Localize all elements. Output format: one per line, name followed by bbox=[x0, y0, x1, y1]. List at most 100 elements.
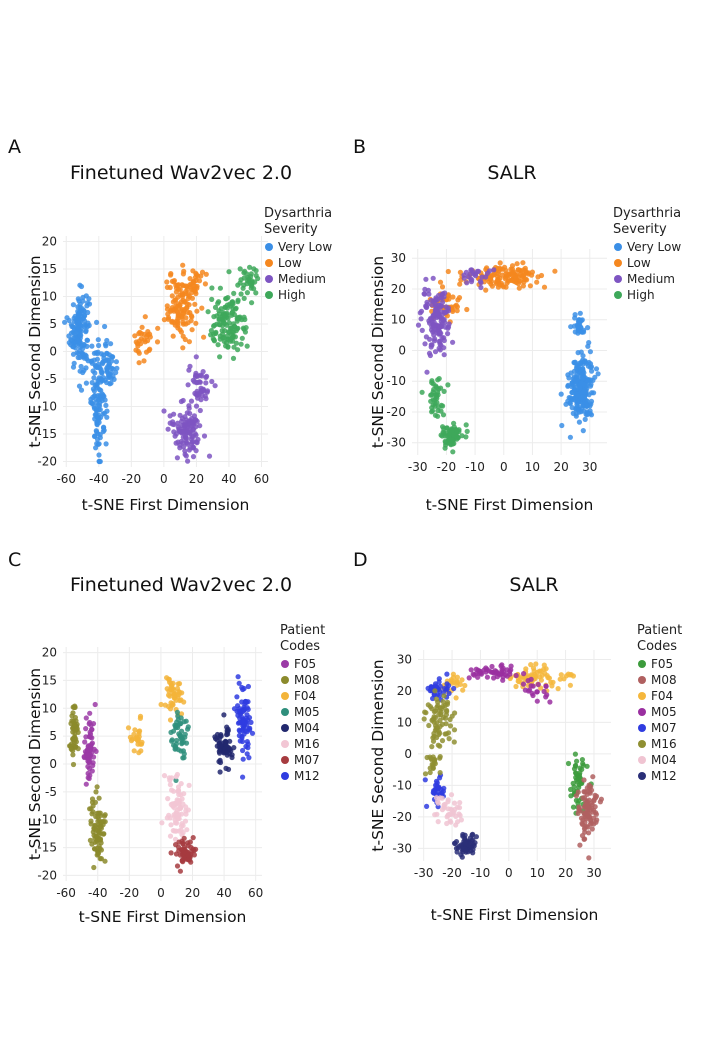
scatter-point bbox=[173, 303, 179, 309]
scatter-point bbox=[462, 682, 468, 689]
scatter-point bbox=[598, 796, 605, 802]
legend-label: F04 bbox=[651, 689, 673, 703]
scatter-point bbox=[95, 378, 101, 384]
scatter-point bbox=[241, 295, 247, 301]
scatter-point bbox=[186, 782, 192, 789]
legend-label: Very Low bbox=[278, 240, 332, 254]
scatter-point bbox=[442, 445, 448, 451]
x-tick-label: 30 bbox=[582, 460, 597, 474]
scatter-point bbox=[432, 812, 438, 818]
legend-label: M05 bbox=[294, 705, 320, 719]
scatter-point bbox=[470, 671, 476, 677]
scatter-point bbox=[580, 428, 586, 434]
legend-swatch bbox=[281, 660, 289, 668]
scatter-point bbox=[88, 745, 94, 751]
scatter-point bbox=[104, 414, 110, 420]
scatter-point bbox=[443, 304, 449, 310]
scatter-point bbox=[83, 380, 89, 386]
scatter-point bbox=[456, 295, 463, 301]
scatter-point bbox=[205, 309, 211, 315]
scatter-point bbox=[525, 678, 531, 684]
scatter-point bbox=[91, 846, 98, 852]
scatter-point bbox=[194, 440, 200, 446]
scatter-point bbox=[85, 320, 91, 326]
scatter-point bbox=[96, 342, 102, 349]
scatter-point bbox=[422, 341, 428, 347]
scatter-point bbox=[178, 308, 184, 314]
scatter-point bbox=[240, 686, 246, 693]
scatter-point bbox=[175, 787, 182, 794]
x-tick-label: -60 bbox=[56, 886, 76, 900]
x-tick-label: -10 bbox=[465, 460, 485, 474]
scatter-point bbox=[439, 738, 446, 744]
scatter-point bbox=[533, 661, 539, 667]
scatter-point bbox=[593, 366, 600, 372]
scatter-point bbox=[211, 323, 217, 329]
scatter-point bbox=[498, 266, 504, 272]
scatter-point bbox=[435, 742, 441, 748]
scatter-point bbox=[172, 828, 178, 834]
scatter-point bbox=[188, 398, 195, 404]
scatter-point bbox=[464, 428, 470, 434]
scatter-point bbox=[582, 795, 588, 801]
scatter-point bbox=[108, 341, 114, 347]
scatter-point bbox=[173, 697, 179, 703]
scatter-point bbox=[240, 726, 246, 732]
scatter-point bbox=[225, 766, 232, 773]
scatter-point bbox=[567, 682, 574, 688]
scatter-point bbox=[534, 689, 540, 695]
scatter-point bbox=[428, 392, 434, 398]
scatter-point bbox=[98, 856, 104, 862]
scatter-point bbox=[447, 723, 454, 729]
scatter-point bbox=[575, 789, 581, 795]
scatter-point bbox=[185, 382, 191, 388]
scatter-point bbox=[586, 797, 592, 803]
scatter-point bbox=[437, 770, 443, 776]
scatter-point bbox=[588, 364, 595, 370]
scatter-point bbox=[473, 834, 479, 840]
scatter-point bbox=[514, 272, 520, 278]
scatter-point bbox=[428, 342, 434, 348]
scatter-point bbox=[515, 281, 522, 287]
scatter-point bbox=[96, 441, 102, 447]
scatter-point bbox=[165, 315, 172, 321]
scatter-point bbox=[86, 733, 92, 740]
scatter-point bbox=[82, 739, 88, 745]
scatter-point bbox=[437, 302, 443, 309]
scatter-point bbox=[437, 775, 443, 781]
scatter-point bbox=[584, 403, 590, 409]
scatter-point bbox=[478, 280, 484, 286]
scatter-point bbox=[176, 303, 183, 309]
scatter-point bbox=[183, 417, 190, 423]
scatter-point bbox=[473, 666, 479, 672]
scatter-point bbox=[220, 319, 227, 326]
scatter-point bbox=[570, 804, 577, 810]
scatter-point bbox=[491, 267, 497, 273]
scatter-point bbox=[567, 672, 573, 678]
scatter-point bbox=[429, 684, 435, 690]
scatter-point bbox=[179, 857, 186, 863]
scatter-point bbox=[520, 283, 527, 289]
scatter-point bbox=[129, 736, 135, 742]
scatter-point bbox=[173, 851, 179, 857]
scatter-point bbox=[189, 327, 195, 333]
scatter-point bbox=[178, 715, 184, 721]
scatter-point bbox=[425, 287, 431, 293]
scatter-point bbox=[452, 840, 458, 846]
scatter-point bbox=[460, 687, 466, 693]
scatter-point bbox=[74, 326, 80, 332]
panel-letter-a: A bbox=[8, 136, 21, 158]
scatter-point bbox=[421, 716, 427, 722]
scatter-point bbox=[568, 786, 574, 793]
scatter-point bbox=[159, 820, 165, 826]
x-tick-label: 20 bbox=[553, 460, 568, 474]
scatter-point bbox=[441, 693, 447, 699]
series-m08 bbox=[573, 774, 605, 861]
scatter-point bbox=[418, 316, 424, 322]
scatter-point bbox=[104, 337, 110, 344]
panel-d-plot: -30 -20 -10 0 10 20 30 -30 -20 -10 0 10 20 30 t-SNE Fi… bbox=[369, 623, 682, 924]
scatter-point bbox=[247, 725, 253, 731]
legend-label: Low bbox=[278, 256, 302, 270]
scatter-point bbox=[576, 407, 582, 413]
scatter-point bbox=[190, 438, 196, 445]
